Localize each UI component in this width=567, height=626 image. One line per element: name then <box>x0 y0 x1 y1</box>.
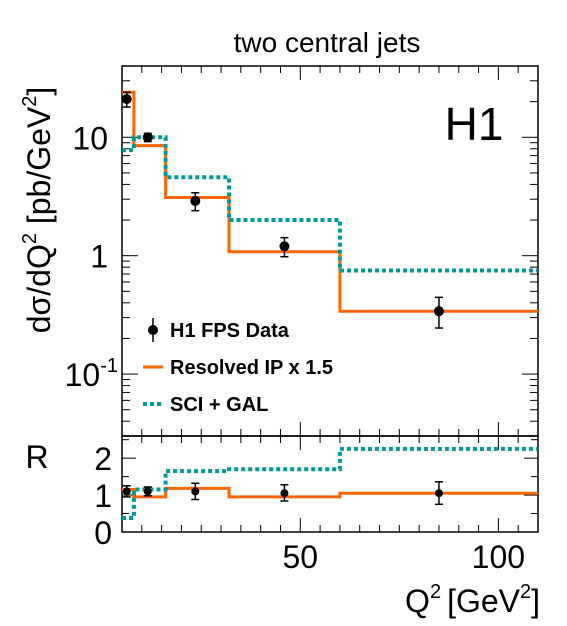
ratio-data-point <box>434 489 443 498</box>
xtick-label: 50 <box>282 539 318 575</box>
ratio-plot: 50 100 012 <box>94 435 539 575</box>
ratio-plot-frame <box>121 435 539 533</box>
xtick-label: 100 <box>472 539 525 575</box>
ratio-ytick-label: 2 <box>94 441 112 477</box>
legend-label: SCI + GAL <box>170 394 268 416</box>
ratio-data-point <box>122 487 131 496</box>
bottom-ylabel: R <box>25 439 48 475</box>
ratio-data-point <box>191 487 200 496</box>
ratio-sci-gal-line <box>122 446 538 520</box>
top-ytick-label: 1 <box>90 239 108 275</box>
top-sci-gal-line <box>122 135 538 273</box>
legend-label: Resolved IP x 1.5 <box>170 357 333 379</box>
top-ytick-label: 10-1 <box>65 355 118 393</box>
legend-label: H1 FPS Data <box>170 320 290 342</box>
ratio-data-point <box>280 489 289 498</box>
experiment-label: H1 <box>445 98 504 150</box>
legend: H1 FPS Data Resolved IP x 1.5 SCI + GAL <box>143 318 333 416</box>
ratio-ytick-label: 0 <box>94 515 112 551</box>
top-series <box>122 90 538 329</box>
ratio-series <box>122 446 538 520</box>
top-ytick-label: 10 <box>72 120 108 156</box>
top-data-point <box>142 132 153 143</box>
legend-data-marker <box>148 325 158 335</box>
top-data-point <box>279 241 290 252</box>
ratio-data-point <box>143 487 152 496</box>
top-data-point <box>122 94 132 105</box>
xlabel: Q2 [GeV2] <box>405 581 540 619</box>
top-plot: 10-1 1 10 <box>65 65 539 437</box>
top-ylabel: dσ/dQ2 [pb/GeV2] <box>19 87 57 334</box>
top-data-point <box>190 195 201 206</box>
top-data-point <box>433 306 444 317</box>
chart-title: two central jets <box>234 27 421 58</box>
ratio-ytick-label: 1 <box>94 478 112 514</box>
